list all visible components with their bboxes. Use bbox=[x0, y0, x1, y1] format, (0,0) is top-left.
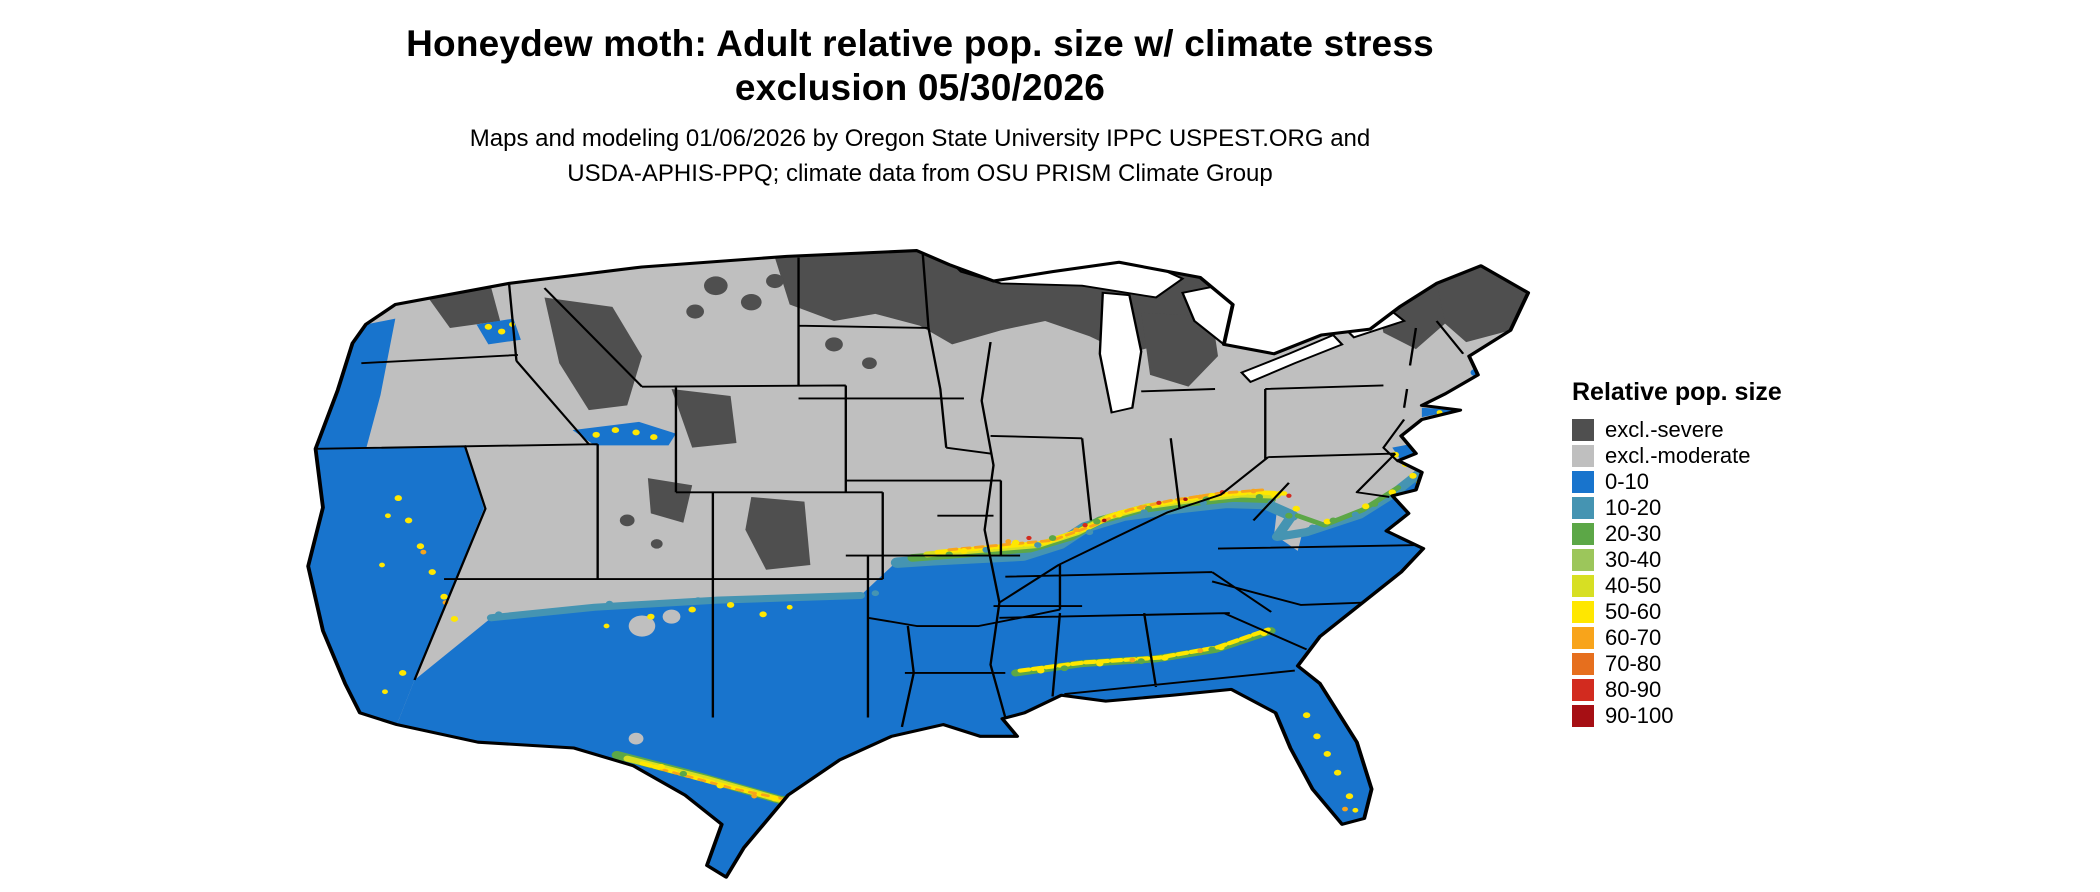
title-line-1: Honeydew moth: Adult relative pop. size … bbox=[406, 23, 1434, 64]
legend-label: excl.-moderate bbox=[1605, 443, 1751, 468]
map-legend: Relative pop. size excl.-severe excl.-mo… bbox=[1572, 378, 1782, 729]
legend-swatch-0-10 bbox=[1572, 471, 1594, 493]
legend-swatch-30-40 bbox=[1572, 549, 1594, 571]
legend-label: 30-40 bbox=[1605, 547, 1662, 572]
legend-swatch-80-90 bbox=[1572, 679, 1594, 701]
region-gray-patches bbox=[628, 508, 1307, 745]
us-map bbox=[306, 249, 1531, 879]
legend-label: 0-10 bbox=[1605, 469, 1650, 494]
legend-swatch-70-80 bbox=[1572, 653, 1594, 675]
legend-label: 70-80 bbox=[1605, 651, 1662, 676]
legend-label: 90-100 bbox=[1605, 703, 1674, 728]
legend-item: 60-70 bbox=[1572, 625, 1782, 651]
legend-swatch-20-30 bbox=[1572, 523, 1594, 545]
legend-item: 30-40 bbox=[1572, 547, 1782, 573]
speckles-orange bbox=[420, 488, 1348, 812]
legend-label: 40-50 bbox=[1605, 573, 1662, 598]
legend-swatch-10-20 bbox=[1572, 497, 1594, 519]
lake-erie bbox=[1239, 333, 1344, 384]
legend-item: 90-100 bbox=[1572, 703, 1782, 729]
lake-michigan bbox=[1098, 291, 1143, 414]
subtitle-line-1: Maps and modeling 01/06/2026 by Oregon S… bbox=[469, 125, 1371, 152]
legend-swatch-excl-moderate bbox=[1572, 445, 1594, 467]
us-outline bbox=[306, 249, 1531, 879]
transition-band-gulf bbox=[1011, 627, 1276, 677]
legend-item: 80-90 bbox=[1572, 677, 1782, 703]
subtitle-line-2: USDA-APHIS-PPQ; climate data from OSU PR… bbox=[567, 159, 1273, 187]
page-subtitle: Maps and modeling 01/06/2026 by Oregon S… bbox=[120, 122, 1720, 192]
legend-item: 40-50 bbox=[1572, 573, 1782, 599]
legend-label: 80-90 bbox=[1605, 677, 1662, 702]
legend-item: 50-60 bbox=[1572, 599, 1782, 625]
legend-title: Relative pop. size bbox=[1572, 378, 1782, 406]
legend-item: excl.-severe bbox=[1572, 417, 1782, 443]
legend-item: 20-30 bbox=[1572, 521, 1782, 547]
legend-swatch-excl-severe bbox=[1572, 419, 1594, 441]
legend-swatch-60-70 bbox=[1572, 627, 1594, 649]
state-borders bbox=[315, 251, 1465, 728]
legend-swatch-40-50 bbox=[1572, 575, 1594, 597]
legend-label: 20-30 bbox=[1605, 521, 1662, 546]
legend-label: 50-60 bbox=[1605, 599, 1662, 624]
legend-label: 10-20 bbox=[1605, 495, 1662, 520]
legend-swatch-50-60 bbox=[1572, 601, 1594, 623]
legend-swatch-90-100 bbox=[1572, 705, 1594, 727]
title-line-2: exclusion 05/30/2026 bbox=[734, 66, 1106, 108]
legend-label: excl.-severe bbox=[1605, 417, 1724, 442]
legend-item: 70-80 bbox=[1572, 651, 1782, 677]
legend-item: 0-10 bbox=[1572, 469, 1782, 495]
legend-label: 60-70 bbox=[1605, 625, 1662, 650]
page-title: Honeydew moth: Adult relative pop. size … bbox=[120, 22, 1720, 109]
legend-item: excl.-moderate bbox=[1572, 443, 1782, 469]
legend-item: 10-20 bbox=[1572, 495, 1782, 521]
